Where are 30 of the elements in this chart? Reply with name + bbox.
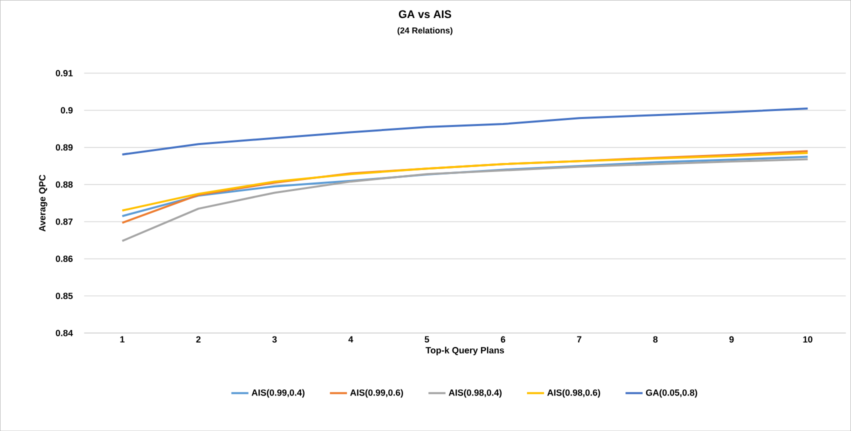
y-tick-label: 0.85 [56, 292, 73, 300]
y-tick-label: 0.9 [60, 107, 73, 114]
x-tick-label: 5 [424, 336, 430, 342]
line-series [121, 107, 809, 156]
x-tick-label: 7 [577, 336, 582, 342]
y-tick-label: 0.87 [56, 218, 73, 225]
legend-label: GA(0.05,0.8) [646, 389, 698, 398]
legend-label: AIS(0.99,0.4) [252, 389, 304, 398]
x-tick-label: 4 [348, 336, 354, 342]
y-tick-label: 0.84 [56, 330, 73, 336]
y-tick-label: 0.86 [56, 256, 73, 262]
line-series [121, 156, 809, 218]
x-tick-label: 10 [803, 336, 812, 343]
x-tick-label: 9 [729, 336, 734, 343]
x-axis-title: Top-k Query Plans [426, 346, 504, 356]
y-tick-label: 0.89 [56, 144, 73, 151]
legend-label: AIS(0.99,0.6) [350, 389, 404, 398]
y-axis-title: Average QPC [39, 174, 48, 232]
y-tick-label: 0.88 [56, 181, 73, 188]
chart-title: GA vs AIS [398, 10, 452, 18]
y-tick-label: 0.91 [56, 70, 73, 76]
x-tick-label: 8 [653, 336, 658, 343]
x-tick-label: 2 [196, 336, 201, 342]
x-tick-label: 6 [500, 336, 506, 343]
x-tick-label: 1 [120, 336, 124, 342]
chart-subtitle: (24 Relations) [398, 27, 452, 36]
x-tick-label: 3 [272, 336, 277, 343]
legend-label: AIS(0.98,0.4) [448, 389, 502, 398]
line-series [121, 152, 809, 212]
legend-label: AIS(0.98,0.6) [547, 389, 600, 398]
